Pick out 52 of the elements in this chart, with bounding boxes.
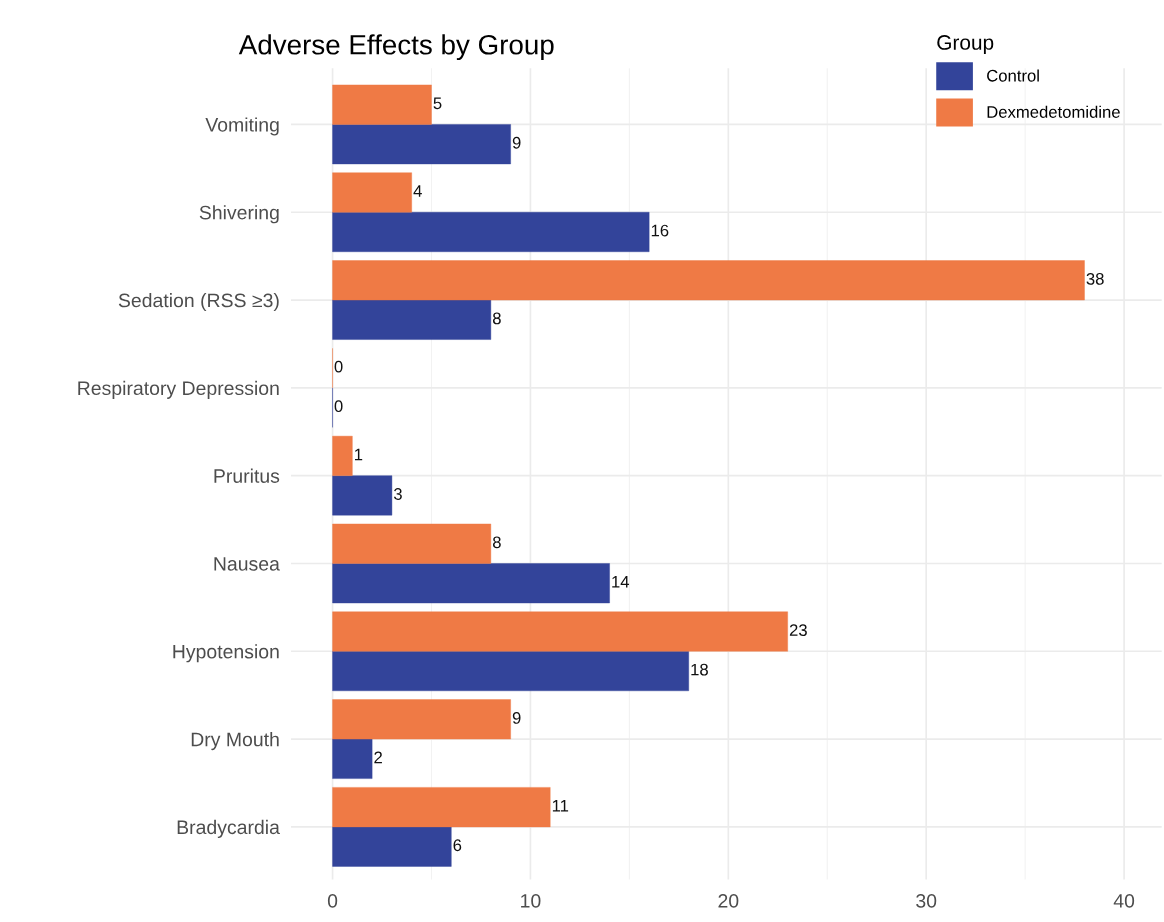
data-label: 38	[1086, 272, 1104, 285]
bar	[332, 826, 452, 867]
chart-title: Adverse Effects by Group	[238, 34, 554, 61]
y-tick-label: Nausea	[214, 557, 280, 571]
data-label: 8	[492, 536, 501, 549]
bar	[332, 84, 432, 125]
y-tick-label: Pruritus	[214, 468, 280, 483]
bar	[332, 260, 1085, 301]
bar	[332, 563, 610, 604]
legend-label: Dexmedetomidine	[987, 105, 1120, 118]
legend-label: Control	[987, 69, 1039, 82]
y-tick-label: Vomiting	[205, 117, 279, 136]
x-tick-label: 10	[521, 893, 541, 908]
data-label: 14	[612, 576, 630, 588]
bar	[332, 299, 492, 340]
bar	[332, 611, 788, 652]
data-label: 9	[512, 136, 521, 149]
data-label: 0	[334, 360, 343, 373]
data-label: 5	[433, 97, 442, 110]
data-label: 3	[393, 488, 402, 500]
bar	[332, 651, 689, 692]
bar	[332, 523, 492, 564]
data-label: 11	[552, 799, 569, 812]
data-label: 18	[691, 663, 708, 676]
y-tick-label: Shivering	[199, 205, 279, 224]
x-tick-label: 30	[916, 893, 937, 908]
data-label: 8	[492, 312, 501, 325]
data-label: 23	[789, 624, 807, 636]
x-tick-label: 0	[327, 893, 338, 908]
bar	[332, 124, 511, 165]
bar	[332, 435, 353, 476]
y-tick-label: Dry Mouth	[191, 732, 279, 751]
y-tick-label: Bradycardia	[177, 819, 280, 838]
bar	[332, 172, 412, 213]
bar	[332, 738, 373, 779]
x-tick-label: 20	[718, 893, 739, 908]
legend-title: Group	[937, 35, 994, 54]
data-label: 9	[512, 712, 521, 724]
y-tick-label: Respiratory Depression	[78, 380, 279, 399]
data-label: 4	[413, 185, 422, 197]
data-label: 16	[651, 224, 669, 237]
bar	[332, 699, 511, 740]
data-label: 2	[374, 751, 382, 764]
data-label: 6	[453, 839, 462, 852]
bar	[332, 787, 551, 828]
data-label: 1	[355, 448, 363, 461]
y-tick-label: Hypotension	[173, 644, 279, 663]
bar	[332, 212, 650, 252]
data-label: 0	[334, 400, 343, 413]
x-tick-label: 40	[1113, 893, 1135, 908]
bar	[332, 475, 393, 516]
y-tick-label: Sedation (RSS ≥3)	[118, 293, 279, 312]
